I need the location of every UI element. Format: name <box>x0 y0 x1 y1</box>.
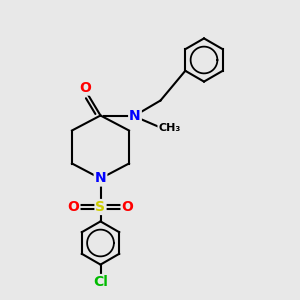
Text: S: S <box>95 200 106 214</box>
Text: N: N <box>95 172 106 185</box>
Text: CH₃: CH₃ <box>158 123 181 134</box>
Text: N: N <box>129 109 141 122</box>
Text: O: O <box>122 200 134 214</box>
Text: Cl: Cl <box>93 275 108 289</box>
Text: O: O <box>80 81 92 94</box>
Text: O: O <box>68 200 80 214</box>
